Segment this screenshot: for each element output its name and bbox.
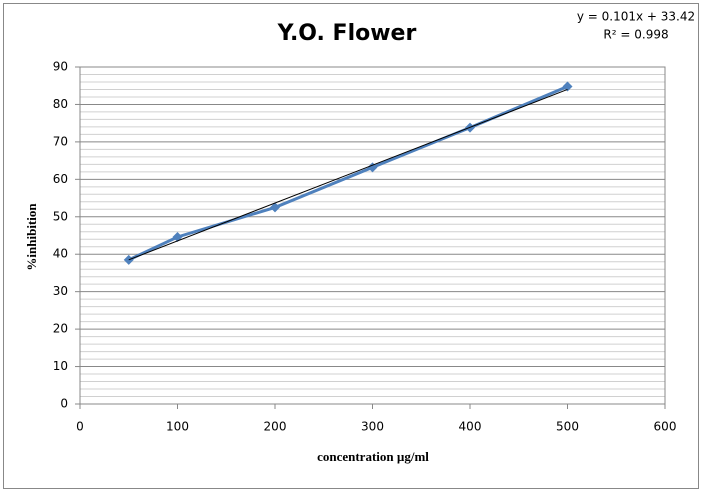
x-axis-title: concentration µg/ml <box>317 449 429 464</box>
x-tick-label: 200 <box>264 420 287 434</box>
y-tick-label: 50 <box>53 209 68 223</box>
marker <box>270 202 280 213</box>
x-tick-label: 0 <box>76 420 84 434</box>
y-tick-label: 40 <box>53 247 68 261</box>
x-tick-label: 300 <box>361 420 384 434</box>
y-tick-label: 0 <box>60 397 68 411</box>
x-tick-label: 100 <box>166 420 189 434</box>
y-tick-label: 10 <box>53 359 68 373</box>
marker <box>367 162 378 173</box>
y-tick-label: 30 <box>53 284 68 298</box>
trendline <box>128 89 568 261</box>
y-tick-label: 80 <box>53 97 68 111</box>
chart-title: Y.O. Flower <box>277 21 417 46</box>
annotation: y = 0.101x + 33.42 <box>577 10 695 24</box>
y-tick-label: 20 <box>53 322 68 336</box>
marker <box>562 81 573 92</box>
x-tick-label: 400 <box>459 420 482 434</box>
chart-border <box>3 3 699 489</box>
y-axis-title: %inhibition <box>24 203 39 271</box>
y-tick-label: 90 <box>53 60 68 74</box>
annotation: R² = 0.998 <box>603 28 668 42</box>
x-tick-label: 500 <box>556 420 579 434</box>
x-tick-label: 600 <box>654 420 677 434</box>
y-tick-label: 60 <box>53 172 68 186</box>
plot-border <box>79 66 666 405</box>
y-tick-label: 70 <box>53 134 68 148</box>
